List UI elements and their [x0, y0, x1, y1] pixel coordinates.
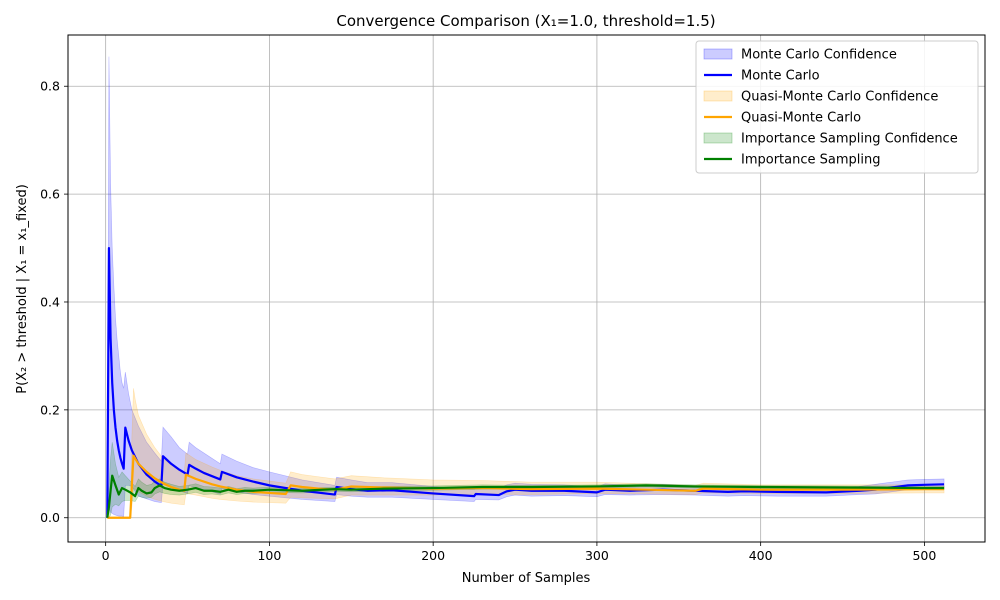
x-axis-title: Number of Samples [462, 571, 591, 586]
monte-carlo-line [106, 246, 945, 518]
legend-entry-label: Importance Sampling [741, 153, 880, 168]
chart-title: Convergence Comparison (X₁=1.0, threshol… [336, 12, 715, 30]
axis-ticks: 0 100 200 300 400 500 0.0 0.2 0.4 0.6 0.8 [40, 79, 936, 563]
y-axis-title: P(X₂ > threshold | X₁ = x₁_fixed) [15, 184, 30, 394]
legend: Monte Carlo Confidence Monte Carlo Quasi-M… [695, 40, 979, 174]
plot-area-frame [67, 34, 986, 543]
legend-swatch-quasi-monte-carlo-confidence [703, 90, 733, 102]
x-tick-label: 100 [257, 548, 281, 563]
legend-entry-label: Quasi-Monte Carlo [741, 111, 861, 126]
x-tick-label: 400 [749, 548, 773, 563]
y-tick-label: 0.2 [40, 402, 60, 417]
x-tick-label: 500 [912, 548, 936, 563]
x-tick-label: 200 [421, 548, 445, 563]
x-tick-label: 300 [585, 548, 609, 563]
legend-swatch-monte-carlo-confidence [703, 48, 733, 60]
y-tick-label: 0.6 [40, 187, 60, 202]
legend-entry-label: Quasi-Monte Carlo Confidence [741, 90, 938, 105]
y-tick-label: 0.8 [40, 79, 60, 94]
x-tick-label: 0 [102, 548, 110, 563]
legend-box [695, 40, 979, 174]
series-lines [106, 246, 945, 519]
y-tick-label: 0.4 [40, 294, 60, 309]
legend-entry-label: Monte Carlo [741, 69, 820, 84]
y-tick-label: 0.0 [40, 510, 60, 525]
quasi-monte-carlo-confidence-band [107, 388, 945, 519]
legend-entry-label: Importance Sampling Confidence [741, 132, 958, 147]
importance-sampling-line [106, 474, 945, 518]
legend-entry-label: Monte Carlo Confidence [741, 48, 897, 63]
legend-swatch-importance-sampling-confidence [703, 132, 733, 144]
